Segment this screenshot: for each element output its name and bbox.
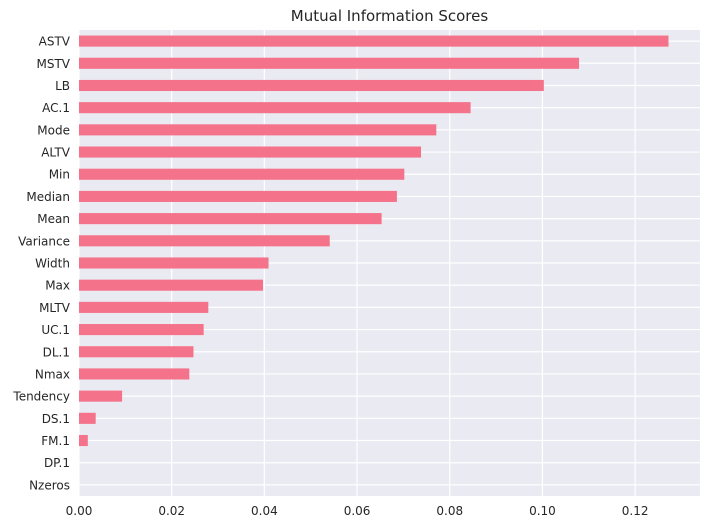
x-tick-label: 0.06 bbox=[344, 504, 371, 518]
x-tick-label: 0.00 bbox=[66, 504, 93, 518]
y-tick-label: FM.1 bbox=[41, 434, 70, 448]
chart-title: Mutual Information Scores bbox=[291, 7, 489, 25]
y-tick-label: DP.1 bbox=[44, 456, 70, 470]
x-tick-label: 0.08 bbox=[436, 504, 463, 518]
bar-mltv bbox=[79, 301, 209, 313]
bar-fm-1 bbox=[79, 434, 88, 447]
y-tick-label: Max bbox=[45, 279, 70, 293]
bar-ds-1 bbox=[79, 412, 96, 424]
y-tick-label: ALTV bbox=[41, 146, 71, 160]
y-tick-label: Mean bbox=[37, 212, 70, 226]
y-tick-label: Tendency bbox=[12, 390, 70, 404]
bar-nmax bbox=[79, 368, 190, 380]
bar-width bbox=[79, 257, 269, 269]
x-tick-label: 0.10 bbox=[529, 504, 556, 518]
bar-tendency bbox=[79, 390, 123, 402]
y-tick-label: ASTV bbox=[39, 35, 71, 49]
bars bbox=[79, 35, 669, 447]
x-tick-labels: 0.00 0.02 0.04 0.06 0.08 0.10 0.12 bbox=[66, 504, 649, 518]
bar-ac-1 bbox=[79, 102, 471, 114]
y-tick-label: Nzeros bbox=[29, 478, 70, 492]
bar-astv bbox=[79, 35, 669, 47]
y-tick-labels: ASTV MSTV LB AC.1 Mode ALTV Min Median Mean Varia… bbox=[12, 35, 70, 493]
y-tick-label: Min bbox=[49, 168, 70, 182]
y-tick-label: Width bbox=[35, 257, 70, 271]
bar-median bbox=[79, 190, 397, 202]
x-tick-label: 0.04 bbox=[251, 504, 278, 518]
bar-max bbox=[79, 279, 263, 291]
y-tick-label: LB bbox=[55, 79, 70, 93]
y-tick-label: Median bbox=[26, 190, 70, 204]
y-tick-label: Nmax bbox=[35, 367, 70, 381]
y-tick-label: UC.1 bbox=[41, 323, 70, 337]
bar-mean bbox=[79, 213, 382, 225]
y-tick-label: Variance bbox=[18, 234, 70, 248]
bar-dl-1 bbox=[79, 346, 194, 358]
x-tick-label: 0.12 bbox=[622, 504, 649, 518]
y-tick-label: AC.1 bbox=[42, 101, 70, 115]
bar-mode bbox=[79, 124, 437, 136]
x-tick-label: 0.02 bbox=[158, 504, 185, 518]
y-tick-label: MSTV bbox=[36, 57, 70, 71]
bar-mstv bbox=[79, 57, 580, 69]
bar-variance bbox=[79, 235, 330, 247]
bar-uc-1 bbox=[79, 324, 204, 336]
bar-lb bbox=[79, 79, 544, 92]
y-tick-label: DS.1 bbox=[42, 412, 70, 426]
y-tick-label: DL.1 bbox=[43, 345, 70, 359]
bar-min bbox=[79, 168, 405, 180]
bar-altv bbox=[79, 146, 422, 158]
y-tick-label: MLTV bbox=[39, 301, 71, 315]
y-tick-label: Mode bbox=[37, 123, 70, 137]
